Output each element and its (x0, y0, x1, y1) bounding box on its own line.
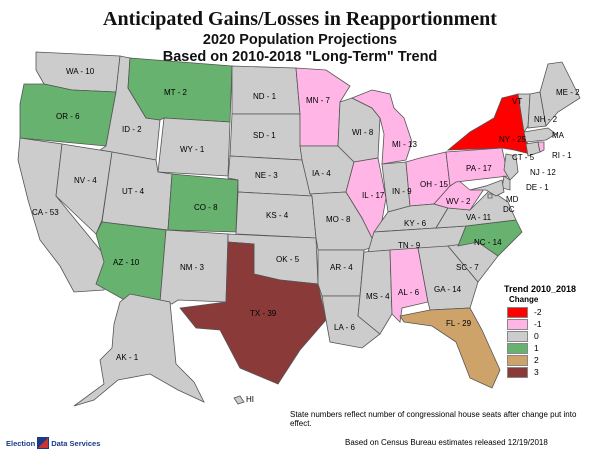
legend-label: -1 (534, 319, 542, 329)
state-label-NM: NM - 3 (180, 263, 205, 272)
legend-item: 2 (507, 354, 576, 366)
legend-label: -2 (534, 307, 542, 317)
legend-swatch (507, 342, 528, 354)
state-label-UT: UT - 4 (122, 187, 145, 196)
state-label-NE: NE - 3 (255, 171, 278, 180)
legend-swatch (507, 354, 528, 366)
state-label-NV: NV - 4 (74, 176, 97, 185)
legend-item: -1 (507, 318, 576, 330)
state-label-LA: LA - 6 (334, 323, 355, 332)
state-label-SD: SD - 1 (253, 131, 276, 140)
state-label-DC: DC (503, 205, 515, 214)
map-legend: Trend 2010_2018 Change -2 -1 0 1 2 3 (504, 284, 576, 378)
state-label-ME: ME - 2 (556, 88, 580, 97)
state-label-AL: AL - 6 (398, 288, 420, 297)
state-NV[interactable] (55, 143, 113, 235)
legend-title: Trend 2010_2018 (504, 284, 577, 294)
state-MI[interactable] (351, 89, 413, 165)
state-label-CT: CT - 5 (512, 153, 535, 162)
state-label-TX: TX - 39 (250, 309, 277, 318)
logo-text-part1: Election (6, 438, 36, 448)
state-RI[interactable] (537, 141, 545, 153)
legend-label: 1 (534, 343, 539, 353)
state-label-MA: MA (552, 131, 565, 140)
state-TX[interactable] (179, 241, 327, 385)
state-DC[interactable] (487, 193, 493, 199)
map-subtitle-2: Based on 2010-2018 "Long-Term" Trend (162, 49, 438, 65)
state-label-CA: CA - 53 (32, 208, 59, 217)
state-label-NJ: NJ - 12 (530, 168, 556, 177)
state-label-WV: WV - 2 (446, 197, 471, 206)
state-NJ[interactable] (503, 153, 519, 181)
legend-item: -2 (507, 306, 576, 318)
logo-text-part2: Data Services (51, 438, 101, 448)
state-label-WI: WI - 8 (352, 128, 374, 137)
state-label-RI: RI - 1 (552, 151, 572, 160)
legend-item: 3 (507, 366, 576, 378)
state-label-AK: AK - 1 (116, 353, 139, 362)
legend-swatch (507, 306, 528, 318)
map-footnote: State numbers reflect number of congress… (290, 410, 577, 428)
state-label-OR: OR - 6 (56, 112, 80, 121)
legend-label: 2 (534, 355, 539, 365)
state-label-KY: KY - 6 (404, 219, 427, 228)
source-note: Based on Census Bureau estimates release… (345, 438, 548, 447)
state-AK[interactable] (73, 293, 205, 407)
state-ME[interactable] (539, 61, 581, 127)
state-label-MN: MN - 7 (306, 96, 331, 105)
state-label-WA: WA - 10 (66, 67, 95, 76)
state-label-HI: HI (246, 395, 254, 404)
state-label-NC: NC - 14 (474, 238, 502, 247)
state-label-CO: CO - 8 (194, 203, 218, 212)
legend-subtitle: Change (509, 295, 539, 304)
state-label-OK: OK - 5 (276, 255, 300, 264)
legend-label: 0 (534, 331, 539, 341)
state-label-AR: AR - 4 (330, 263, 353, 272)
state-label-IN: IN - 9 (392, 187, 412, 196)
legend-swatch (507, 318, 528, 330)
state-label-MD: MD (506, 195, 519, 204)
state-label-PA: PA - 17 (466, 164, 492, 173)
legend-swatch (507, 366, 528, 378)
map-subtitle-1: 2020 Population Projections (202, 32, 398, 48)
state-label-FL: FL - 29 (446, 319, 472, 328)
state-FL[interactable] (399, 307, 501, 389)
state-label-OH: OH - 15 (420, 180, 449, 189)
state-label-ND: ND - 1 (253, 92, 277, 101)
state-ND[interactable] (231, 65, 301, 115)
legend-swatch (507, 330, 528, 342)
state-label-ID: ID - 2 (122, 125, 142, 134)
state-label-NY: NY - 25 (499, 135, 527, 144)
state-label-GA: GA - 14 (434, 285, 462, 294)
state-label-VT: VT (512, 97, 522, 106)
legend-item: 1 (507, 342, 576, 354)
state-label-DE: DE - 1 (526, 183, 549, 192)
legend-item: 0 (507, 330, 576, 342)
state-label-MI: MI - 13 (392, 140, 417, 149)
legend-label: 3 (534, 367, 539, 377)
state-label-MT: MT - 2 (164, 88, 188, 97)
state-AR[interactable] (317, 249, 365, 297)
state-MA[interactable] (523, 127, 557, 143)
state-label-WY: WY - 1 (180, 145, 205, 154)
state-label-MS: MS - 4 (366, 292, 390, 301)
election-data-services-logo: Election Data Services (6, 437, 100, 449)
state-label-IA: IA - 4 (312, 169, 331, 178)
map-title: Anticipated Gains/Losses in Reapportionm… (103, 8, 497, 30)
state-label-MO: MO - 8 (326, 215, 351, 224)
state-label-NH: NH - 2 (534, 115, 558, 124)
state-MD[interactable] (469, 179, 505, 197)
state-label-AZ: AZ - 10 (113, 258, 140, 267)
state-label-IL: IL - 17 (362, 191, 385, 200)
state-HI[interactable] (233, 395, 245, 405)
state-label-KS: KS - 4 (266, 211, 289, 220)
state-label-TN: TN - 9 (398, 241, 421, 250)
state-label-VA: VA - 11 (466, 213, 492, 222)
logo-icon (37, 437, 50, 449)
state-label-SC: SC - 7 (456, 263, 479, 272)
